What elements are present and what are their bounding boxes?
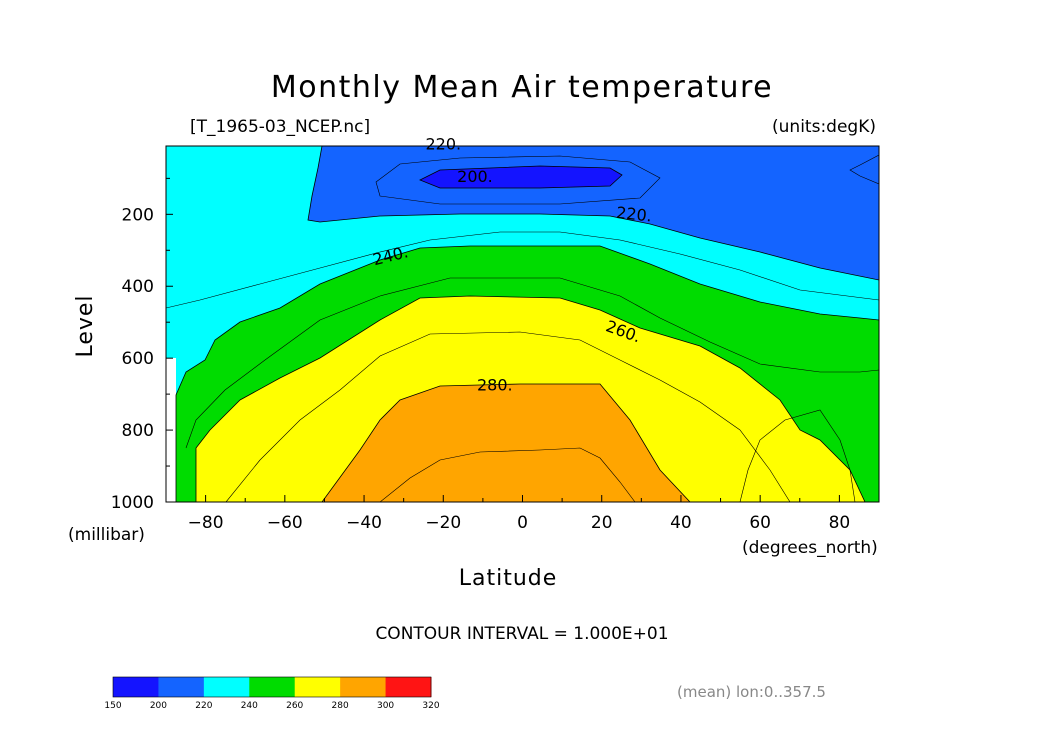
y-axis: 200 400 600 800 1000: [111, 177, 173, 513]
colorbar-tick-label: 320: [422, 701, 439, 711]
contour-290: [379, 447, 636, 502]
colorbar-swatch: [158, 677, 205, 697]
colorbar-tick-label: 240: [241, 701, 258, 711]
contour-250: [185, 277, 879, 449]
units-label: (units:degK): [772, 117, 876, 137]
plot-area: 220.200.220.240.260.280.: [165, 135, 880, 503]
x-tick-label: 80: [829, 513, 851, 533]
contour-210: [375, 155, 661, 205]
file-label: [T_1965-03_NCEP.nc]: [190, 117, 370, 137]
colorbar-tick-label: 150: [104, 701, 121, 711]
x-tick-label: −20: [425, 513, 461, 533]
contour-280-right: [739, 409, 856, 502]
colorbar-tick-label: 300: [377, 701, 394, 711]
colorbar-tick-label: 280: [332, 701, 349, 711]
colorbar: 150 200 220 240 260 280 300 320: [104, 676, 440, 711]
y-tick-label: 800: [122, 421, 154, 441]
contour-label: 220.: [425, 135, 461, 154]
colorbar-frame: [112, 676, 432, 698]
x-tick-label: 20: [591, 513, 613, 533]
x-tick-label: 40: [670, 513, 692, 533]
contour-230: [166, 231, 879, 309]
contour-label: 220.: [615, 203, 652, 226]
colorbar-tick-label: 260: [286, 701, 303, 711]
fill-150-200: [419, 165, 623, 189]
y-tick-label: 600: [122, 349, 154, 369]
x-tick-label: −80: [188, 513, 224, 533]
colorbar-swatch: [294, 677, 341, 697]
y-tick-label: 1000: [111, 493, 154, 513]
x-tick-label: −40: [346, 513, 382, 533]
y-tick-label: 400: [122, 277, 154, 297]
fill-280-300: [321, 383, 691, 502]
colorbar-tick-label: 220: [195, 701, 212, 711]
x-axis-label: Latitude: [459, 566, 558, 591]
colorbar-swatch: [113, 677, 159, 697]
colorbar-swatch: [249, 677, 296, 697]
colorbar-tick-label: 200: [150, 701, 167, 711]
contour-210-right: [849, 154, 879, 185]
x-tick-label: 60: [749, 513, 771, 533]
x-tick-label: −60: [267, 513, 303, 533]
y-tick-label: 200: [122, 205, 154, 225]
chart-title: Monthly Mean Air temperature: [271, 70, 773, 105]
colorbar-swatch: [385, 677, 432, 697]
y-units-label: (millibar): [68, 525, 145, 545]
colorbar-swatch: [340, 677, 387, 697]
x-units-label: (degrees_north): [742, 538, 878, 558]
y-axis-label: Level: [73, 294, 98, 357]
contour-270: [225, 331, 791, 502]
x-tick-label: 0: [517, 513, 528, 533]
x-axis: −80 −60 −40 −20 0 20 40 60 80: [165, 495, 880, 533]
contour-label: 200.: [457, 167, 493, 186]
contour-interval-note: CONTOUR INTERVAL = 1.000E+01: [375, 624, 668, 644]
contour-label: 280.: [477, 376, 513, 395]
colorbar-swatch: [203, 677, 250, 697]
mean-note: (mean) lon:0..357.5: [677, 683, 826, 701]
